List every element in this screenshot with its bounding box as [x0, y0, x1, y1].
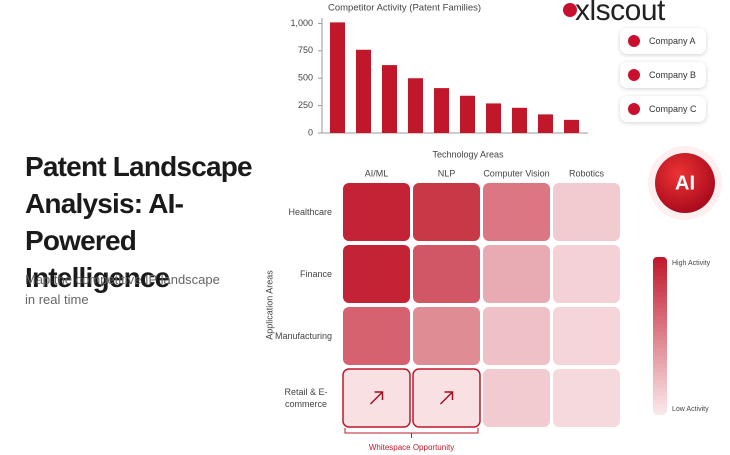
- page-title: Patent Landscape Analysis: AI-Powered In…: [25, 151, 253, 293]
- y-tick-label: 250: [298, 100, 313, 110]
- bar: [356, 49, 371, 134]
- colorbar-low: Low Activity: [672, 406, 709, 413]
- ai-badge: [655, 153, 715, 213]
- chart-title: Competitor Activity (Patent Families): [328, 3, 481, 14]
- logo[interactable]: xlscout: [575, 0, 665, 27]
- company-badge[interactable]: Company A: [620, 28, 706, 54]
- heatmap-cell: [413, 183, 480, 241]
- column-label: Robotics: [569, 168, 605, 178]
- company-name: Company A: [649, 36, 696, 46]
- bar: [512, 107, 527, 133]
- heatmap-cell: [483, 183, 550, 241]
- row-label-text: Finance: [299, 269, 332, 279]
- heatmap-cell: [483, 307, 550, 365]
- bar: [564, 119, 579, 133]
- annotation-bracket: [344, 428, 479, 438]
- heatmap-cell: [343, 183, 410, 241]
- row-label: Healthcare: [262, 200, 332, 224]
- y-tick-label: 750: [298, 45, 313, 55]
- bar: [330, 22, 345, 134]
- row-label: Manufacturing: [262, 324, 332, 348]
- row-label: Finance: [262, 262, 332, 286]
- row-label-text: Manufacturing: [274, 331, 332, 341]
- row-label-text: Healthcare: [288, 207, 332, 217]
- heatmap-cell: [413, 245, 480, 303]
- y-tick-label: 0: [308, 127, 313, 137]
- heatmap-cell: [343, 307, 410, 365]
- page-subtitle: Map the competitive IP landscape in real…: [25, 272, 220, 307]
- colorbar-high: High Activity: [672, 260, 711, 267]
- x-axis-label: Technology Areas: [432, 149, 504, 159]
- company-dot: [628, 103, 640, 115]
- bar: [538, 114, 553, 133]
- column-label: Computer Vision: [483, 168, 549, 178]
- company-badge[interactable]: Company C: [620, 96, 706, 122]
- heatmap-cell: [343, 245, 410, 303]
- y-tick-label: 500: [298, 73, 313, 83]
- heatmap-cell: [553, 307, 620, 365]
- y-axis-label: Application Areas: [264, 270, 274, 340]
- company-dot: [628, 69, 640, 81]
- row-label-text: Retail & E-commerce: [284, 387, 328, 409]
- column-label: NLP: [438, 168, 456, 178]
- company-badge[interactable]: Company B: [620, 62, 706, 88]
- annotation: Whitespace Opportunity: [369, 443, 454, 452]
- company-name: Company C: [649, 104, 697, 114]
- column-label: AI/ML: [365, 168, 389, 178]
- bar: [460, 95, 475, 133]
- heatmap-cell: [553, 183, 620, 241]
- colorbar: [653, 257, 667, 415]
- company-name: Company B: [649, 70, 697, 80]
- opportunity-arrow: [369, 391, 384, 405]
- bar: [382, 65, 397, 133]
- logo-mark: [563, 3, 577, 17]
- heatmap-cell: [483, 369, 550, 427]
- heatmap-cell: [483, 245, 550, 303]
- bar: [408, 78, 423, 133]
- row-label: Retail & E-commerce: [280, 386, 332, 410]
- company-dot: [628, 35, 640, 47]
- bar: [434, 88, 449, 133]
- opportunity-arrow: [439, 391, 454, 405]
- y-tick-label: 1,000: [290, 18, 313, 28]
- heatmap-cell: [553, 245, 620, 303]
- bar: [486, 103, 501, 133]
- heatmap-cell: [553, 369, 620, 427]
- ai-badge-label: AI: [675, 172, 695, 194]
- heatmap-cell: [413, 307, 480, 365]
